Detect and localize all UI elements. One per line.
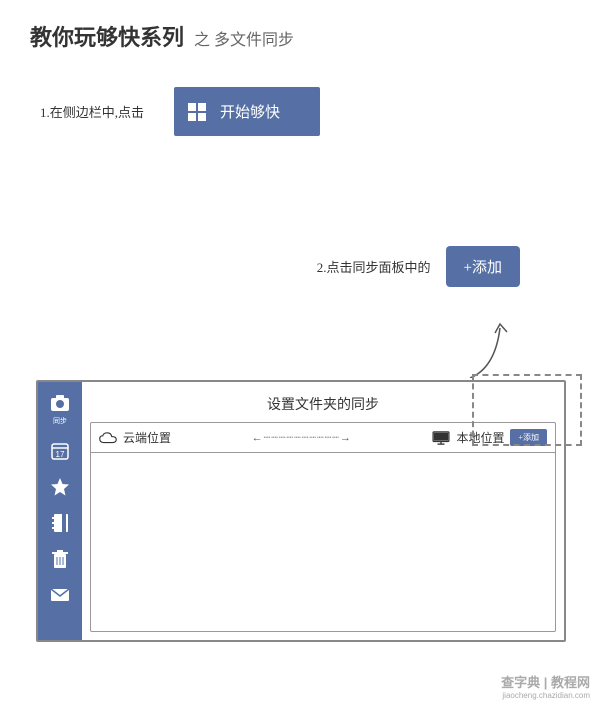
step2-text: 2.点击同步面板中的 [317,257,431,276]
header: 教你玩够快系列 之 多文件同步 [0,0,600,62]
star-icon [50,477,70,497]
local-label: 本地位置 [456,429,504,446]
title-sub: 之 多文件同步 [194,26,294,50]
sidebar: 同步 17 [38,382,82,640]
app-window: 同步 17 设置文件夹的同步 云端位置 ←┈┈┈┈┈┈┈┈┈┈→ [36,380,566,642]
sidebar-item-mail[interactable] [49,584,71,606]
sidebar-item-notebook[interactable] [49,512,71,534]
panel-title: 设置文件夹的同步 [90,390,556,422]
step1-row: 1.在侧边栏中,点击 开始够快 [0,62,600,136]
trash-icon [51,549,69,569]
cloud-section: 云端位置 [99,429,171,446]
watermark-main: 查字典 | 教程网 [501,672,590,691]
step1-text: 1.在侧边栏中,点击 [40,102,144,121]
mail-icon [50,588,70,602]
sync-header: 云端位置 ←┈┈┈┈┈┈┈┈┈┈→ 本地位置 +添加 [91,423,555,453]
add-button-label: +添加 [464,260,502,276]
notebook-icon [51,513,69,533]
cloud-label: 云端位置 [123,429,171,446]
camera-icon [50,394,70,412]
sidebar-item-trash[interactable] [49,548,71,570]
calendar-icon: 17 [50,441,70,461]
add-small-label: +添加 [518,433,539,442]
cloud-icon [99,431,117,445]
local-section: 本地位置 [432,429,504,446]
monitor-icon [432,431,450,445]
svg-text:17: 17 [56,450,65,459]
main-area: 设置文件夹的同步 云端位置 ←┈┈┈┈┈┈┈┈┈┈→ 本地位置 +添加 [82,382,564,640]
step2-row: 2.点击同步面板中的 +添加 [0,136,600,287]
start-button[interactable]: 开始够快 [174,87,320,136]
sidebar-sync-label: 同步 [53,416,67,426]
add-small-button[interactable]: +添加 [510,429,547,446]
bidirectional-arrow-icon: ←┈┈┈┈┈┈┈┈┈┈→ [177,431,426,444]
sync-body [91,453,555,631]
grid-icon [188,103,206,121]
sidebar-item-star[interactable] [49,476,71,498]
sidebar-item-sync[interactable] [49,392,71,414]
sidebar-item-calendar[interactable]: 17 [49,440,71,462]
watermark-sub: jiaocheng.chazidian.com [501,691,590,700]
sync-panel: 云端位置 ←┈┈┈┈┈┈┈┈┈┈→ 本地位置 +添加 [90,422,556,632]
add-button[interactable]: +添加 [446,246,520,287]
connector-arrow-icon [465,318,515,378]
start-button-label: 开始够快 [220,101,280,122]
watermark: 查字典 | 教程网 jiaocheng.chazidian.com [501,672,590,700]
title-main: 教你玩够快系列 [30,20,184,52]
